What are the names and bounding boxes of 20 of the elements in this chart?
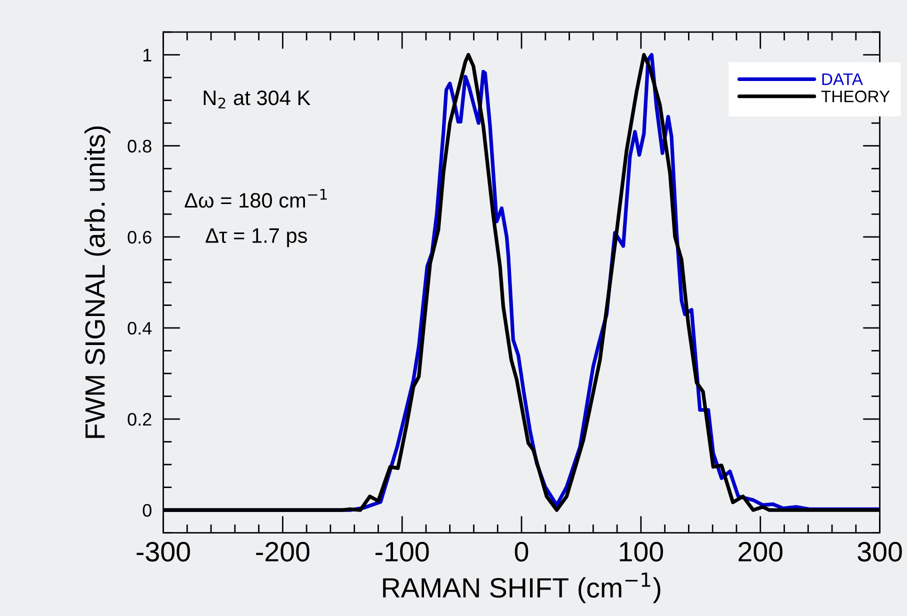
y-tick-label: 0 xyxy=(142,504,152,517)
y-axis-title: FWM SIGNAL (arb. units) xyxy=(84,126,110,438)
y-tick-label: 0.8 xyxy=(128,140,152,153)
legend-label: THEORY xyxy=(821,90,890,102)
y-tick-label: 1 xyxy=(143,48,152,62)
x-tick-label: -300 xyxy=(136,542,190,562)
legend-label: DATA xyxy=(822,74,863,85)
x-tick-label: -100 xyxy=(376,542,429,562)
annotation: N$_{2}$ at 304 K xyxy=(204,90,310,108)
annotation: Δτ = 1.7 ps xyxy=(206,228,307,248)
x-tick-label: 100 xyxy=(620,542,664,562)
y-tick-label: 0.6 xyxy=(128,230,152,244)
x-tick-label: 300 xyxy=(858,542,902,562)
y-tick-label: 0.4 xyxy=(128,322,152,335)
y-tick-label: 0.2 xyxy=(128,412,152,426)
annotation: Δω = 180 cm$^{−1}$ xyxy=(184,188,327,208)
x-tick-label: -200 xyxy=(256,542,310,562)
x-tick-label: 0 xyxy=(514,542,528,562)
x-axis-title: RAMAN SHIFT (cm$^{−1}$) xyxy=(383,572,660,604)
x-tick-label: 200 xyxy=(738,542,782,562)
